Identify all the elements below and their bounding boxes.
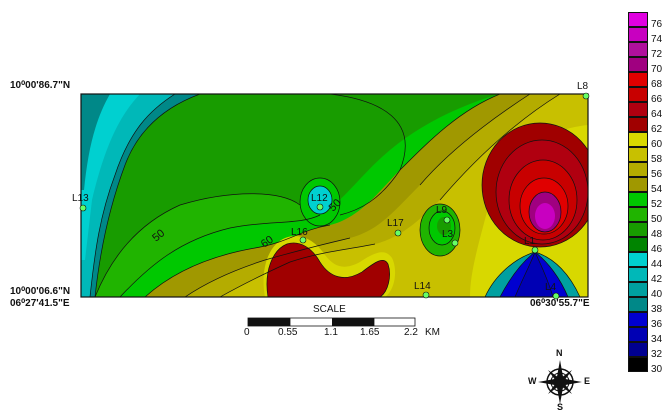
station-marker-l1 — [531, 246, 539, 254]
legend-level-label: 32 — [651, 349, 663, 360]
map-frame — [80, 93, 589, 298]
station-marker-l17 — [394, 229, 402, 237]
compass-n: N — [556, 348, 563, 358]
legend-swatch — [628, 177, 648, 192]
legend-level-label: 56 — [651, 169, 663, 180]
legend-level-label: 48 — [651, 229, 663, 240]
legend-swatch — [628, 57, 648, 72]
legend-level-label: 76 — [651, 19, 663, 30]
legend-level-label: 50 — [651, 214, 663, 225]
legend-swatch — [628, 282, 648, 297]
station-label-l4: L4 — [545, 282, 557, 293]
legend-swatch — [628, 327, 648, 342]
contour-map: 50 60 50 — [81, 94, 588, 297]
legend-swatch — [628, 162, 648, 177]
legend-swatch — [628, 147, 648, 162]
legend-level-label: 72 — [651, 49, 663, 60]
legend-swatch — [628, 357, 648, 372]
legend-level-label: 30 — [651, 364, 663, 375]
zone-low-blue-2 — [515, 252, 553, 297]
station-marker-l8 — [582, 92, 590, 100]
station-label-l16: L16 — [291, 227, 308, 238]
station-label-l17: L17 — [387, 218, 404, 229]
station-markers: L8 L13 L12 L16 L17 L9 L3 L14 L1 L4 — [72, 81, 590, 300]
legend-level-label: 40 — [651, 289, 663, 300]
legend-swatch — [628, 132, 648, 147]
legend-swatch — [628, 297, 648, 312]
legend-swatch — [628, 252, 648, 267]
legend-level-label: 38 — [651, 304, 663, 315]
legend-swatch — [628, 267, 648, 282]
legend-swatch — [628, 342, 648, 357]
color-legend: 76 74 72 70 68 66 64 62 60 58 56 54 52 50 48 46 44 42 40 38… — [628, 12, 664, 384]
station-marker-l13 — [79, 204, 87, 212]
legend-swatch — [628, 192, 648, 207]
legend-swatch — [628, 117, 648, 132]
compass-w: W — [528, 376, 537, 386]
station-marker-l16 — [299, 236, 307, 244]
station-label-l8: L8 — [577, 81, 589, 92]
scale-title: SCALE — [313, 304, 346, 315]
legend-swatch — [628, 222, 648, 237]
legend-level-label: 54 — [651, 184, 663, 195]
legend-swatch — [628, 102, 648, 117]
legend-level-label: 66 — [651, 94, 663, 105]
zone-corner — [81, 94, 110, 190]
station-marker-l3 — [451, 239, 459, 247]
legend-swatch — [628, 72, 648, 87]
scale-tick: 1.65 — [360, 327, 380, 338]
legend-level-label: 64 — [651, 109, 663, 120]
legend-level-label: 60 — [651, 139, 663, 150]
coord-bottom-left-lat: 10⁰00'06.6"N — [10, 286, 71, 297]
compass-rose-icon — [538, 360, 582, 404]
scale-unit: KM — [425, 327, 440, 338]
legend-level-label: 58 — [651, 154, 663, 165]
scale-bar — [247, 317, 416, 327]
coord-top-left-lat: 10⁰00'86.7"N — [10, 80, 71, 91]
station-marker-l12 — [316, 203, 324, 211]
contour-lines — [89, 94, 588, 297]
contour-label: 60 — [259, 234, 276, 251]
legend-swatch — [628, 312, 648, 327]
scale-tick: 1.1 — [324, 327, 338, 338]
legend-swatch — [628, 42, 648, 57]
zone-red-center — [266, 242, 390, 297]
station-label-l14: L14 — [414, 281, 431, 292]
station-marker-l14 — [422, 291, 430, 299]
legend-level-label: 74 — [651, 34, 663, 45]
legend-swatch — [628, 237, 648, 252]
legend-level-label: 34 — [651, 334, 663, 345]
station-label-l3: L3 — [442, 229, 454, 240]
legend-swatch — [628, 12, 648, 27]
legend-level-label: 62 — [651, 124, 663, 135]
legend-level-label: 42 — [651, 274, 663, 285]
legend-level-label: 70 — [651, 64, 663, 75]
scale-tick: 2.2 — [404, 327, 418, 338]
zone-cyan-light — [81, 94, 140, 260]
legend-swatch — [628, 87, 648, 102]
station-marker-l4 — [552, 292, 560, 300]
zone-l12-2 — [308, 186, 332, 214]
legend-level-label: 52 — [651, 199, 663, 210]
coord-bottom-right-lon: 06⁰30'55.7"E — [530, 298, 590, 309]
zone-magenta-2 — [535, 203, 555, 229]
legend-swatch — [628, 27, 648, 42]
station-label-l1: L1 — [524, 236, 536, 247]
station-label-l13: L13 — [72, 193, 89, 204]
legend-swatch — [628, 207, 648, 222]
station-marker-l9 — [443, 216, 451, 224]
legend-level-label: 44 — [651, 259, 663, 270]
station-label-l9: L9 — [436, 205, 448, 216]
compass-s: S — [557, 402, 564, 412]
scale-tick: 0.55 — [278, 327, 298, 338]
legend-level-label: 68 — [651, 79, 663, 90]
compass-e: E — [584, 376, 591, 386]
coord-bottom-left-lon: 06⁰27'41.5"E — [10, 298, 70, 309]
legend-level-label: 46 — [651, 244, 663, 255]
station-label-l12: L12 — [311, 193, 328, 204]
legend-level-label: 36 — [651, 319, 663, 330]
scale-tick: 0 — [244, 327, 250, 338]
